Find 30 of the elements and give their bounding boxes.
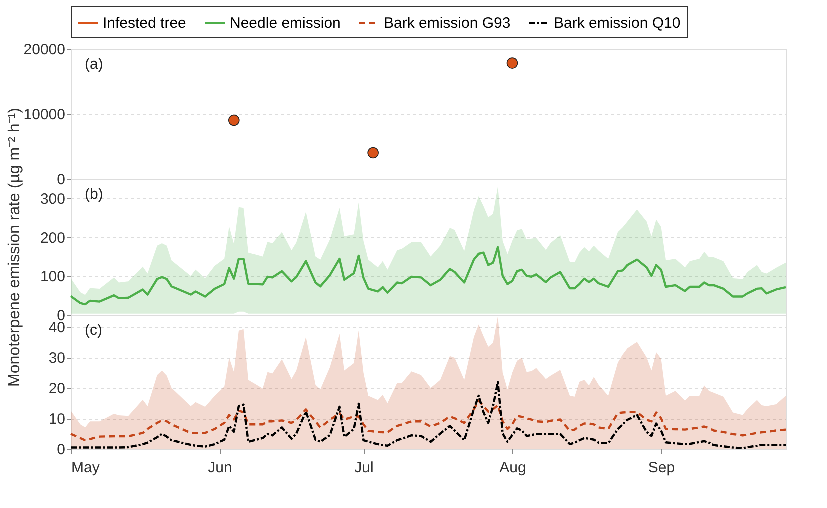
point — [228, 114, 240, 126]
x-tick-label: Aug — [500, 460, 526, 476]
annotation: (a) — [85, 56, 104, 73]
y-tick-label: 20 — [48, 380, 66, 398]
legend-label: Infested tree — [103, 15, 186, 32]
point — [506, 58, 518, 69]
y-axis-title: Monoterpene emission rate (µg m⁻² h⁻¹) — [6, 108, 24, 387]
x-tick-label: May — [72, 460, 100, 476]
y-tick-label: 20000 — [24, 42, 66, 58]
line-series — [70, 381, 788, 450]
y-tick-label: 0 — [57, 172, 66, 188]
x-tick-label: Sep — [648, 460, 676, 476]
y-tick-label: 40 — [48, 320, 66, 337]
legend-label: Bark emission G93 — [384, 15, 511, 32]
legend-label: Needle emission — [230, 15, 341, 32]
point — [368, 147, 379, 159]
y-tick-label: 100 — [40, 268, 66, 286]
y-tick-label: 30 — [48, 350, 66, 368]
annotation: (c) — [85, 322, 102, 339]
y-tick-label: 0 — [57, 442, 66, 458]
line-series — [70, 400, 788, 442]
line-series — [70, 246, 788, 306]
y-tick-label: 200 — [40, 230, 66, 247]
y-tick-label: 10000 — [24, 106, 66, 124]
x-tick-label: Jun — [208, 460, 232, 476]
y-tick-label: 300 — [40, 190, 66, 208]
legend-label: Bark emission Q10 — [554, 15, 681, 32]
annotation: (b) — [85, 186, 104, 203]
x-tick-label: Jul — [354, 460, 374, 476]
y-tick-label: 10 — [48, 411, 66, 428]
